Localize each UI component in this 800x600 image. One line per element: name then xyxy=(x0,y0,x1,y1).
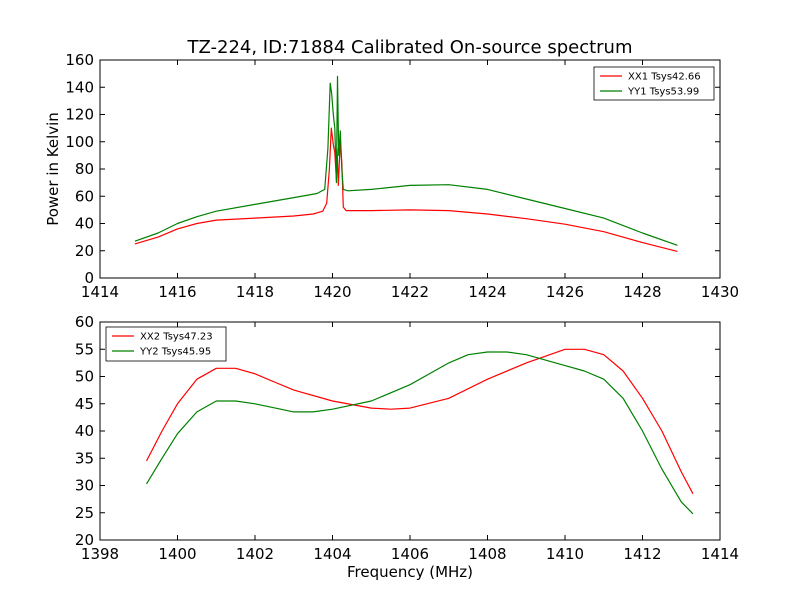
y-tick-label: 45 xyxy=(75,395,94,413)
y-tick-label: 140 xyxy=(65,78,94,96)
y-tick-label: 100 xyxy=(65,133,94,151)
y-tick-label: 35 xyxy=(75,449,94,467)
series-line-xx xyxy=(134,127,678,252)
top-y-axis-title: Power in Kelvin xyxy=(44,112,62,226)
x-tick-label: 1430 xyxy=(701,283,739,301)
x-tick-label: 1422 xyxy=(391,283,429,301)
y-tick-label: 60 xyxy=(75,313,94,331)
x-tick-label: 1420 xyxy=(313,283,351,301)
x-tick-label: 1406 xyxy=(391,545,429,563)
y-tick-label: 80 xyxy=(75,160,94,178)
legend: XX1 Tsys42.66 YY1 Tsys53.99 xyxy=(593,66,715,101)
y-tick-label: 30 xyxy=(75,477,94,495)
bottom-panel: 1398 1400 1402 1404 1406 1408 1410 1412 1414 20 25… xyxy=(75,313,739,563)
y-tick-label: 60 xyxy=(75,187,94,205)
x-tick-label: 1404 xyxy=(313,545,351,563)
x-tick-label: 1416 xyxy=(158,283,196,301)
legend-entry: YY2 Tsys45.95 xyxy=(139,347,211,358)
top-panel: 1414 1416 1418 1420 1422 1424 1426 1428 1430 0 20 4… xyxy=(65,51,739,301)
x-tick-label: 1398 xyxy=(81,545,119,563)
x-tick-label: 1402 xyxy=(236,545,274,563)
x-tick-label: 1418 xyxy=(236,283,274,301)
x-tick-label: 1412 xyxy=(623,545,661,563)
legend-box xyxy=(593,66,715,101)
x-tick-label: 1414 xyxy=(81,283,119,301)
x-tick-label: 1414 xyxy=(701,545,739,563)
legend-box xyxy=(105,326,227,362)
y-tick-label: 40 xyxy=(75,215,94,233)
x-tick-label: 1408 xyxy=(468,545,506,563)
series-line-yy xyxy=(134,75,678,246)
x-tick-label: 1410 xyxy=(546,545,584,563)
chart-title: TZ-224, ID:71884 Calibrated On-source sp… xyxy=(187,37,633,58)
legend: XX2 Tsys47.23 YY2 Tsys45.95 xyxy=(105,326,227,362)
legend-entry: XX2 Tsys47.23 xyxy=(140,332,213,343)
x-tick-label: 1424 xyxy=(468,283,506,301)
x-tick-label: 1426 xyxy=(546,283,584,301)
y-tick-label: 0 xyxy=(84,269,94,287)
series-line-yy xyxy=(145,351,694,515)
y-tick-label: 25 xyxy=(75,504,94,522)
legend-entry: XX1 Tsys42.66 xyxy=(628,72,701,83)
y-tick-label: 40 xyxy=(75,422,94,440)
y-tick-label: 55 xyxy=(75,340,94,358)
y-tick-label: 160 xyxy=(65,51,94,69)
y-tick-label: 120 xyxy=(65,106,94,124)
series-line-xx xyxy=(145,348,694,494)
y-tick-label: 50 xyxy=(75,368,94,386)
legend-entry: YY1 Tsys53.99 xyxy=(627,87,699,98)
bottom-x-axis-title: Frequency (MHz) xyxy=(347,563,473,581)
x-tick-label: 1400 xyxy=(158,545,196,563)
x-tick-label: 1428 xyxy=(623,283,661,301)
y-tick-label: 20 xyxy=(75,242,94,260)
y-tick-label: 20 xyxy=(75,531,94,549)
